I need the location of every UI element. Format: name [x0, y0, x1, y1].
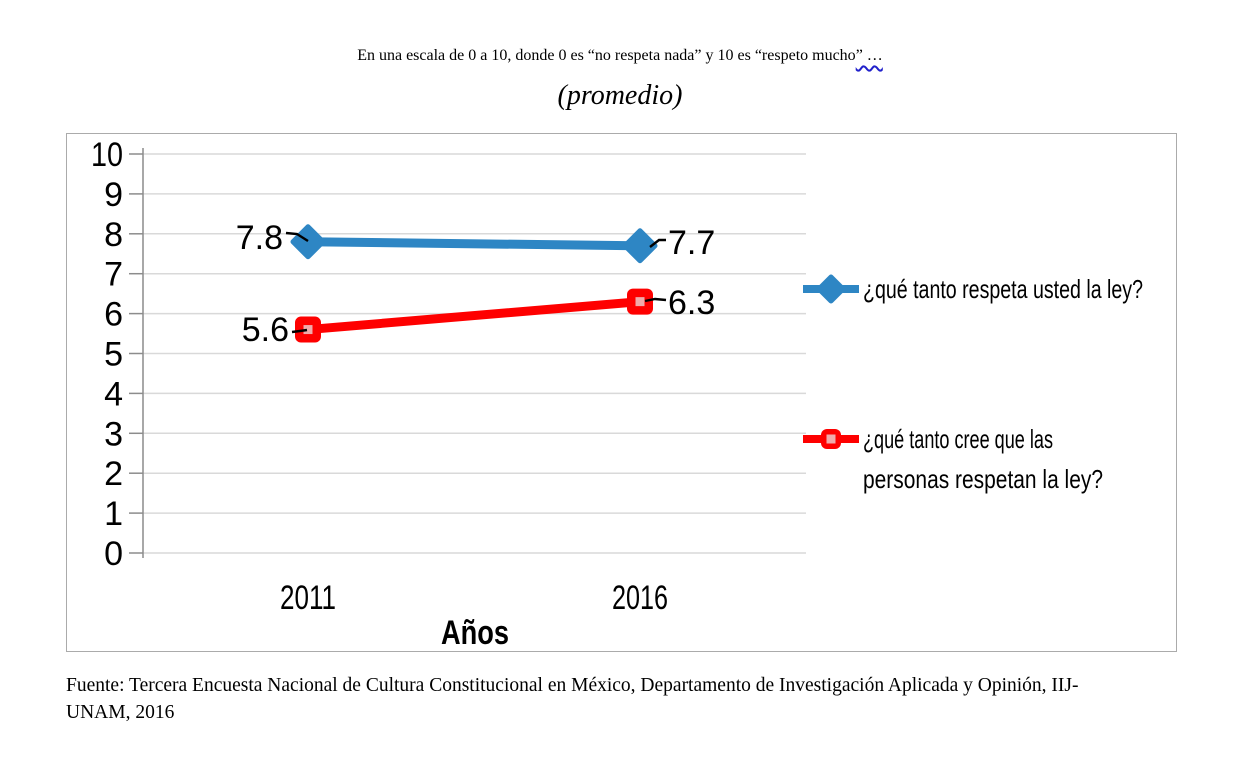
y-tick-label: 9: [104, 176, 123, 214]
legend-entry-2: ¿qué tanto cree que las personas respetan…: [803, 424, 1103, 494]
series-line: [303, 297, 645, 335]
chart-title-line1: En una escala de 0 a 10, donde 0 es “no …: [0, 36, 1240, 76]
legend-label: ¿qué tanto cree que las: [863, 424, 1053, 454]
y-tick-label: 3: [104, 415, 123, 453]
y-tick-label: 10: [91, 136, 123, 174]
chart-subtitle: (promedio): [557, 80, 683, 111]
data-label-leader: [644, 297, 667, 303]
square-marker-inner: [826, 434, 836, 444]
y-tick-label: 7: [104, 256, 123, 294]
legend-label: personas respetan la ley?: [863, 464, 1103, 494]
source-note-line1: Fuente: Tercera Encuesta Nacional de Cul…: [66, 675, 1079, 696]
gridlines: [143, 153, 806, 554]
y-tick-label: 2: [104, 455, 123, 493]
data-label: 5.6: [242, 311, 289, 349]
source-note: Fuente: Tercera Encuesta Nacional de Cul…: [66, 672, 1141, 726]
chart-title-text: En una escala de 0 a 10, donde 0 es “no …: [357, 47, 856, 64]
y-tick-label: 5: [104, 336, 123, 374]
chart-area: 0 1 2 3 4 5 6 7 8 9 10 2011 2016 Años 7.8 7.7 5.6 6.3 ¿qué…: [66, 133, 1177, 652]
data-label-leader: [285, 231, 309, 243]
y-tick-label: 8: [104, 216, 123, 254]
source-note-line2: UNAM, 2016: [66, 702, 175, 723]
x-tick-label: 2016: [612, 579, 668, 617]
legend-entry-1: ¿qué tanto respeta usted la ley?: [803, 274, 1143, 304]
square-marker-inner: [303, 325, 313, 335]
diamond-marker: [816, 274, 846, 304]
y-tick-label: 0: [104, 535, 123, 573]
legend-label: ¿qué tanto respeta usted la ley?: [863, 274, 1143, 304]
data-label-leader: [649, 238, 666, 248]
x-axis-title: Años: [441, 614, 509, 651]
series-red: 5.6 6.3: [242, 284, 716, 349]
y-tick-label: 4: [104, 375, 123, 413]
y-tick-label: 1: [104, 495, 123, 533]
square-marker-inner: [635, 297, 645, 307]
data-label-leader: [291, 328, 308, 334]
data-label: 7.8: [236, 219, 283, 257]
y-tick-label: 6: [104, 296, 123, 334]
series-blue: 7.8 7.7: [236, 219, 715, 264]
x-axis: 2011 2016 Años: [280, 579, 668, 651]
data-label: 6.3: [668, 284, 715, 322]
diamond-marker: [622, 228, 658, 264]
diamond-marker: [290, 224, 326, 260]
chart-title: En una escala de 0 a 10, donde 0 es “no …: [0, 36, 1240, 116]
chart-title-squiggle-text: ” …: [855, 47, 883, 64]
series-line: [303, 237, 645, 251]
x-tick-label: 2011: [280, 579, 336, 617]
data-label: 7.7: [668, 224, 715, 262]
